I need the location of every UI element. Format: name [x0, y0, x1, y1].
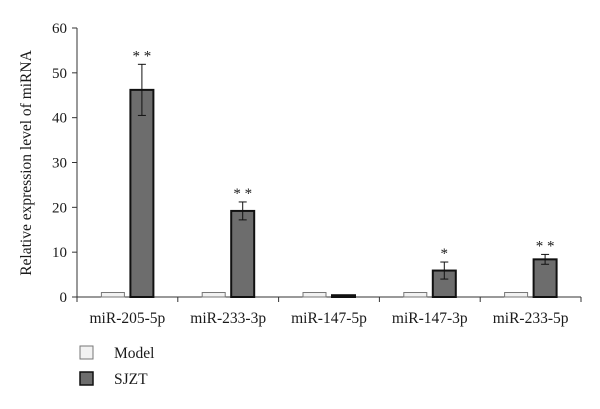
significance-label: *: [441, 246, 449, 262]
bar-model: [201, 292, 226, 298]
significance-label: * *: [233, 186, 252, 202]
y-tick-label: 50: [52, 66, 67, 82]
bar-model: [403, 292, 428, 298]
legend-label: Model: [114, 345, 154, 362]
plot-area: 0 10 20 30 40 50 60 miR-205-5p * * miR-233-3p * * m…: [52, 21, 582, 327]
legend-swatch: [79, 371, 94, 386]
significance-label: * *: [536, 238, 555, 254]
y-tick-label: 30: [52, 156, 67, 172]
x-tick-label: miR-233-5p: [493, 310, 569, 327]
y-tick-label: 10: [52, 245, 67, 261]
legend-label: SJZT: [114, 371, 148, 388]
significance-label: * *: [133, 48, 152, 64]
legend: Model SJZT: [79, 345, 154, 388]
y-tick-label: 20: [52, 200, 67, 216]
y-axis-label: Relative expression level of miRNA: [18, 49, 35, 275]
x-tick-label: miR-147-3p: [392, 310, 468, 327]
bar-sjzt: [532, 258, 558, 298]
legend-swatch: [79, 345, 94, 360]
bar-model: [504, 292, 529, 298]
x-tick-label: miR-147-5p: [291, 310, 367, 327]
bar-model: [100, 292, 125, 298]
bar-sjzt: [129, 88, 155, 299]
bar-sjzt: [230, 209, 256, 298]
y-tick-label: 40: [52, 111, 67, 127]
x-tick-label: miR-205-5p: [90, 310, 166, 327]
bar-sjzt: [331, 294, 356, 298]
y-tick-label: 60: [52, 21, 67, 37]
x-tick-label: miR-233-3p: [190, 310, 266, 327]
y-tick-label: 0: [60, 290, 68, 306]
bar-model: [302, 292, 327, 298]
